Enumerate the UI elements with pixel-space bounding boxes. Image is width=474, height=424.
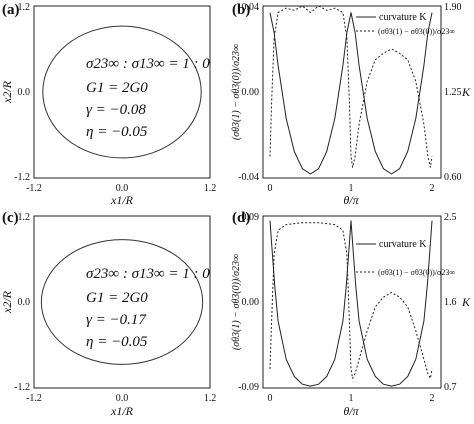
panel-d-tag: (d) — [232, 210, 250, 226]
panel-b-legend-stress: (σθ3(1) − σθ3(0))/σ23∞ — [378, 27, 455, 36]
panel-d-ylabel: (σθ3(1) − σθ3(0))/σ23∞ — [231, 254, 242, 350]
panel-a-ytick-bot: -1.2 — [14, 172, 30, 183]
panel-c-xtick-left: -1.2 — [26, 393, 42, 404]
panel-b-ytick-mid: 0.00 — [242, 87, 260, 98]
panel-a-xlabel: x1/R — [110, 193, 134, 207]
panel-b-y2tick-mid: 1.25 — [444, 87, 462, 98]
panel-c-ytick-top: 1.2 — [18, 212, 31, 223]
panel-c-xlabel: x1/R — [110, 404, 134, 418]
panel-c-xtick-mid: 0.0 — [116, 393, 129, 404]
panel-a-frame — [33, 5, 211, 179]
panel-b-ytick-top: 0.04 — [242, 2, 260, 13]
panel-d-plot — [269, 220, 433, 387]
panel-a-xtick-right: 1.2 — [204, 183, 217, 194]
panel-c-ellipse — [40, 239, 204, 365]
panel-a-annotation-shear: G1 = 2G0 — [86, 80, 148, 96]
panel-b-xtick-2: 2 — [430, 183, 435, 194]
panel-a-annotation-stress: σ23∞ : σ13∞ = 1 : 0 — [86, 56, 210, 72]
panel-c-annotation-gamma: γ = −0.17 — [86, 312, 147, 328]
panel-b-frame — [262, 5, 442, 179]
panel-b-y2label: K — [461, 85, 471, 99]
panel-d-legend-k: curvature K — [379, 239, 427, 250]
panel-d-xlabel: θ/π — [343, 404, 359, 418]
panel-a-tag: (a) — [2, 2, 20, 18]
panel-c-annotation-stress: σ23∞ : σ13∞ = 1 : 0 — [86, 266, 210, 282]
panel-a-ytick-mid: 0.0 — [18, 87, 31, 98]
panel-a: (a) 1.2 0.0 -1.2 -1.2 0.0 1.2 x1/R x2/R … — [0, 2, 216, 207]
panel-d-xtick-2: 2 — [430, 393, 435, 404]
panel-b-y2tick-bot: 0.60 — [444, 172, 462, 183]
panel-a-annotation-gamma: γ = −0.08 — [86, 102, 146, 118]
panel-b-xtick-0: 0 — [268, 183, 273, 194]
panel-b-series-curvature-line — [269, 12, 433, 175]
panel-d-y2tick-bot: 0.7 — [444, 382, 457, 393]
panel-a-xtick-left: -1.2 — [26, 183, 42, 194]
panel-c-ytick-mid: 0.0 — [18, 297, 31, 308]
panel-c-annotation-shear: G1 = 2G0 — [86, 290, 148, 306]
panel-b-y2tick-top: 1.90 — [444, 2, 462, 13]
panel-c-tag: (c) — [2, 210, 19, 226]
panel-c: (c) 1.2 0.0 -1.2 -1.2 0.0 1.2 x1/R x2/R … — [0, 210, 216, 418]
panel-b-ytick-bot: -0.04 — [238, 172, 259, 183]
panel-d-ytick-top: 0.09 — [242, 212, 260, 223]
panel-a-ellipse — [42, 25, 202, 159]
panel-c-xtick-right: 1.2 — [204, 393, 217, 404]
panel-b-plot — [269, 5, 433, 175]
panel-b-xtick-1: 1 — [349, 183, 354, 194]
panel-d-xtick-1: 1 — [349, 393, 354, 404]
panel-b-legend-k: curvature K — [379, 12, 427, 23]
panel-c-annotation-eta: η = −0.05 — [86, 334, 148, 350]
panel-b-xlabel: θ/π — [343, 193, 359, 207]
panel-d-ytick-mid: 0.00 — [242, 297, 260, 308]
panel-c-frame — [33, 215, 211, 389]
panel-a-annotation-eta: η = −0.05 — [86, 124, 148, 140]
panel-d-y2tick-top: 2.5 — [444, 212, 457, 223]
panel-b: (b) 0.04 0.00 -0.04 1.90 1.25 0.60 0 1 2… — [231, 2, 471, 207]
panel-b-tag: (b) — [232, 2, 250, 18]
panel-d-series-curvature-line — [269, 220, 433, 387]
panel-d-y2tick-mid: 1.6 — [444, 297, 457, 308]
panel-d-legend-stress: (σθ3(1) − σθ3(0))/σ23∞ — [378, 268, 455, 277]
panel-d-frame — [262, 215, 442, 389]
panel-c-ylabel: x2/R — [0, 290, 14, 314]
panel-d-y2label: K — [461, 295, 471, 309]
panel-d: (d) 0.09 0.00 -0.09 2.5 1.6 0.7 0 1 2 θ/… — [231, 210, 471, 418]
panel-d-ytick-bot: -0.09 — [238, 382, 259, 393]
panel-d-xtick-0: 0 — [268, 393, 273, 404]
panel-a-ytick-top: 1.2 — [18, 2, 31, 13]
panel-a-xtick-mid: 0.0 — [116, 183, 129, 194]
panel-b-ylabel: (σθ3(1) − σθ3(0))/σ23∞ — [231, 44, 242, 140]
panel-c-ytick-bot: -1.2 — [14, 382, 30, 393]
panel-a-ylabel: x2/R — [0, 80, 14, 104]
